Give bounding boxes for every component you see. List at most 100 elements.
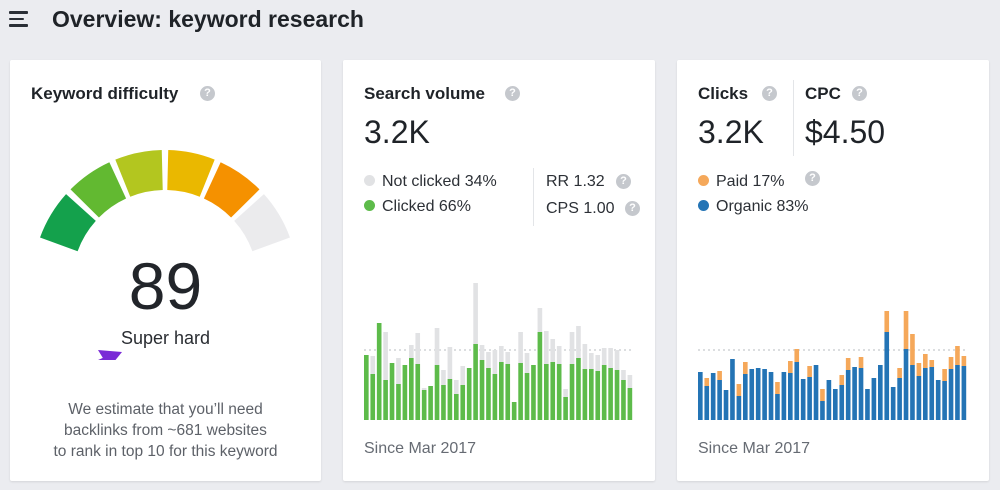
clicks-bar-organic bbox=[878, 365, 883, 420]
clicks-bar-organic bbox=[852, 367, 857, 420]
search-volume-bar-clicked bbox=[576, 358, 581, 420]
clicks-bar-paid bbox=[788, 361, 793, 373]
clicks-bar-organic bbox=[717, 380, 722, 420]
search-volume-bar-not-clicked bbox=[447, 347, 453, 379]
search-volume-bar-clicked bbox=[531, 365, 536, 420]
gauge-segment bbox=[115, 150, 163, 197]
search-volume-bar-clicked bbox=[582, 369, 588, 420]
search-volume-bar-clicked bbox=[544, 364, 549, 420]
clicks-help-icon[interactable]: ? bbox=[762, 86, 777, 101]
clicks-title: Clicks bbox=[698, 84, 749, 103]
search-volume-bar-clicked bbox=[524, 373, 530, 420]
hamburger-menu-icon[interactable] bbox=[9, 11, 29, 27]
search-volume-bar-clicked bbox=[505, 364, 511, 420]
search-volume-bar-not-clicked bbox=[415, 333, 421, 364]
clicks-bar-organic bbox=[833, 389, 838, 420]
difficulty-label: Super hard bbox=[120, 328, 211, 348]
search-volume-bar-clicked bbox=[492, 374, 498, 420]
search-volume-bar-not-clicked bbox=[434, 328, 440, 365]
search-volume-bar-clicked bbox=[370, 374, 376, 420]
search-volume-bar-clicked bbox=[460, 385, 466, 420]
page-title: Overview: keyword research bbox=[52, 6, 364, 32]
difficulty-description: We estimate that you’ll need backlinks f… bbox=[10, 399, 321, 462]
clicks-bar-organic bbox=[749, 369, 755, 420]
search-volume-bar-not-clicked bbox=[370, 356, 376, 374]
legend-organic-label: Organic 83% bbox=[716, 198, 809, 215]
gauge-segment bbox=[40, 194, 96, 252]
clicks-bar-paid bbox=[948, 357, 954, 369]
search-volume-bar-clicked bbox=[389, 363, 395, 420]
clicks-bar-paid bbox=[839, 375, 845, 385]
search-volume-bar-clicked bbox=[434, 365, 440, 420]
cps-metric: CPS 1.00 bbox=[546, 200, 615, 217]
search-volume-help-icon[interactable]: ? bbox=[505, 86, 520, 101]
search-volume-bar-not-clicked bbox=[544, 331, 549, 364]
search-volume-bar-clicked bbox=[376, 323, 382, 420]
search-volume-bar-clicked bbox=[621, 380, 626, 420]
clicks-bar-organic bbox=[845, 370, 851, 420]
clicks-bar-organic bbox=[890, 387, 896, 420]
search-volume-bar-clicked bbox=[569, 364, 575, 420]
keyword-difficulty-title: Keyword difficulty bbox=[31, 84, 179, 103]
search-volume-bar-clicked bbox=[627, 388, 633, 420]
search-volume-bar-not-clicked bbox=[627, 375, 633, 388]
search-volume-bar-not-clicked bbox=[601, 348, 607, 365]
rr-help-icon[interactable]: ? bbox=[616, 174, 631, 189]
search-volume-bar-clicked bbox=[428, 386, 433, 420]
paid-help-icon[interactable]: ? bbox=[805, 171, 820, 186]
clicks-bar-organic bbox=[704, 386, 710, 420]
clicks-bar-organic bbox=[942, 381, 947, 420]
search-volume-bar-not-clicked bbox=[505, 352, 511, 364]
clicks-bar-organic bbox=[839, 385, 845, 420]
legend-paid: Paid 17% bbox=[698, 173, 785, 191]
clicks-since: Since Mar 2017 bbox=[698, 440, 811, 457]
search-volume-bar-not-clicked bbox=[524, 353, 530, 373]
search-volume-bar-clicked bbox=[421, 390, 427, 420]
clicks-bar-paid bbox=[910, 334, 915, 365]
search-volume-bar-not-clicked bbox=[556, 346, 562, 364]
search-volume-bar-not-clicked bbox=[409, 345, 414, 358]
search-volume-bar-clicked bbox=[473, 344, 478, 420]
clicks-bar-paid bbox=[820, 389, 825, 401]
clicks-bar-paid bbox=[961, 356, 967, 366]
search-volume-bar-clicked bbox=[499, 362, 504, 420]
clicks-bar-paid bbox=[955, 346, 960, 365]
clicks-bar-organic bbox=[800, 379, 806, 420]
search-volume-bar-clicked bbox=[409, 358, 414, 420]
cpc-help-icon[interactable]: ? bbox=[852, 86, 867, 101]
difficulty-description-line: We estimate that you’ll need bbox=[68, 401, 263, 418]
gauge-segment bbox=[70, 162, 127, 218]
clicks-bar-organic bbox=[781, 372, 787, 420]
search-volume-bar-not-clicked bbox=[550, 339, 556, 362]
clicks-bar-paid bbox=[794, 349, 800, 362]
clicks-bar-organic bbox=[903, 349, 909, 420]
clicks-bar-paid bbox=[807, 366, 812, 377]
clicks-bar-organic bbox=[807, 377, 812, 420]
rr-metric: RR 1.32 bbox=[546, 173, 605, 190]
keyword-difficulty-help-icon[interactable]: ? bbox=[200, 86, 215, 101]
clicks-bar-organic bbox=[884, 332, 890, 420]
clicks-bar-organic bbox=[948, 369, 954, 420]
search-volume-bar-not-clicked bbox=[479, 345, 485, 360]
clicks-bar-organic bbox=[788, 373, 793, 420]
clicks-bar-organic bbox=[698, 372, 703, 420]
search-volume-bar-clicked bbox=[518, 363, 523, 420]
clicks-bar-organic bbox=[935, 380, 941, 420]
search-volume-bar-not-clicked bbox=[421, 388, 427, 390]
annotation-arrow bbox=[98, 355, 113, 360]
clicks-bar-organic bbox=[865, 389, 870, 420]
gauge-segment bbox=[203, 162, 260, 218]
search-volume-bar-clicked bbox=[383, 380, 388, 420]
clicks-bar-organic bbox=[820, 401, 825, 420]
search-volume-bar-not-clicked bbox=[454, 380, 459, 394]
clicks-bar-organic bbox=[961, 366, 967, 420]
cps-help-icon[interactable]: ? bbox=[625, 201, 640, 216]
difficulty-gauge bbox=[40, 150, 290, 360]
clicks-bar-organic bbox=[768, 372, 774, 420]
organic-dot bbox=[698, 200, 709, 211]
search-volume-bar-clicked bbox=[364, 355, 369, 420]
clicks-bar-organic bbox=[813, 365, 819, 420]
difficulty-description-line: backlinks from ~681 websites bbox=[64, 422, 267, 439]
search-volume-bar-clicked bbox=[537, 332, 543, 420]
search-volume-chart bbox=[364, 283, 634, 420]
